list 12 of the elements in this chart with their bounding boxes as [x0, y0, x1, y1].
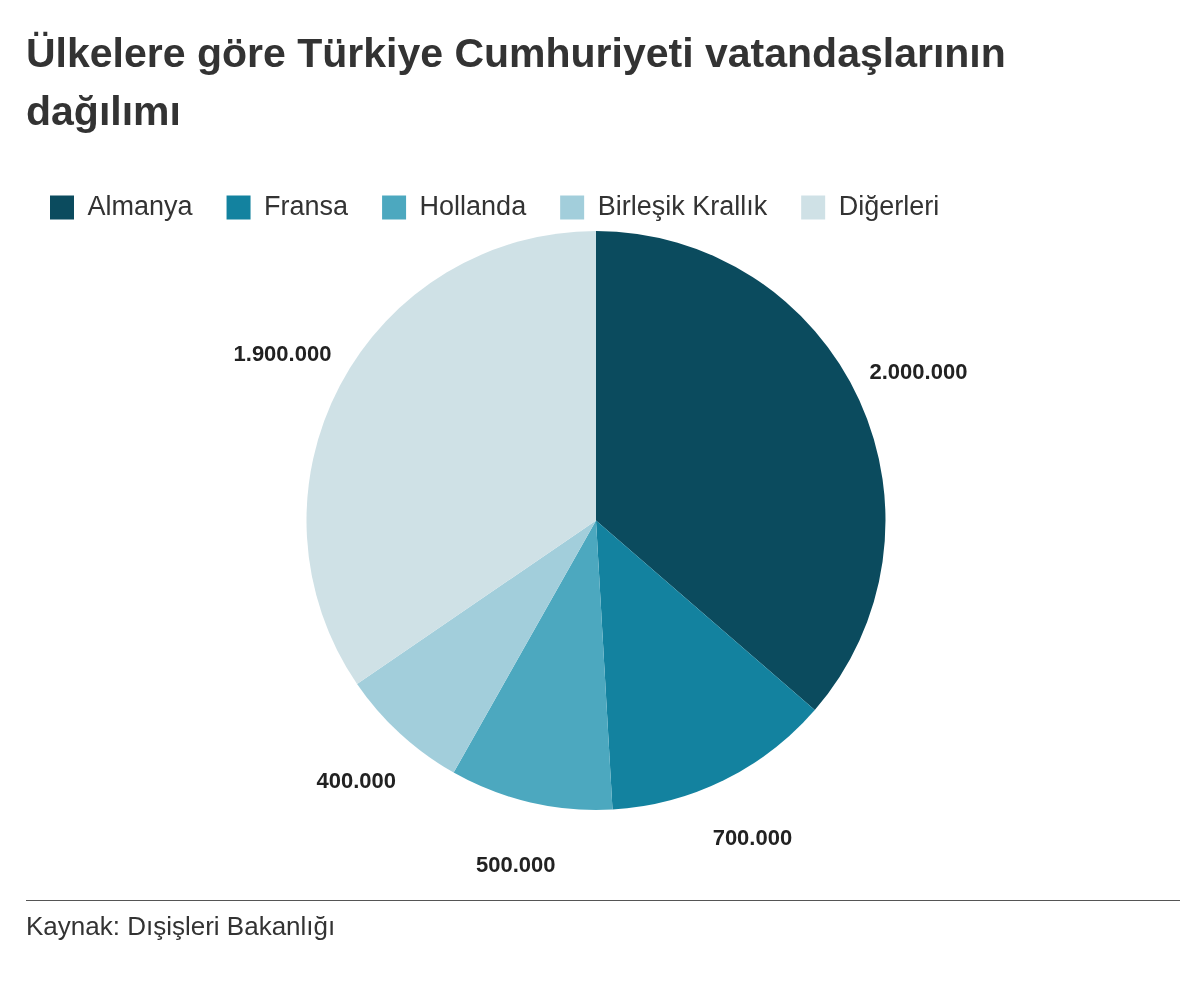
legend-label: Hollanda — [419, 190, 528, 221]
chart-title: Ülkelere göre Türkiye Cumhuriyeti vatandaşlarının dağılımı — [26, 29, 1007, 136]
legend-label: Almanya — [87, 190, 194, 221]
data-label: 1.900.000 — [233, 341, 332, 367]
legend-label: Diğerleri — [838, 190, 940, 221]
legend-label: Fransa — [264, 190, 350, 221]
data-label: 700.000 — [712, 824, 793, 850]
data-label: 2.000.000 — [869, 359, 968, 385]
data-label: 500.000 — [475, 851, 556, 877]
text: Kaynak: Dışişleri Bakanlığı — [26, 911, 337, 942]
data-label: 400.000 — [316, 767, 397, 793]
legend-label: Birleşik Krallık — [597, 190, 768, 221]
